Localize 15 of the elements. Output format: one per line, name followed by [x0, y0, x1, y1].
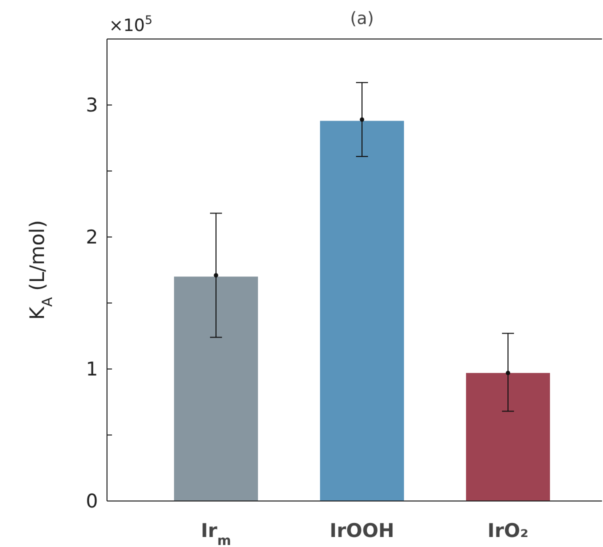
chart-title: (a)	[350, 9, 374, 29]
y-tick-label: 1	[86, 358, 98, 381]
x-tick-label: Ir$_{m}$	[200, 520, 232, 547]
x-tick-label: IrOOH	[330, 520, 394, 542]
point	[214, 273, 218, 278]
bar	[174, 276, 258, 501]
point	[506, 370, 510, 376]
point	[360, 117, 364, 122]
bar	[466, 372, 550, 501]
text: ×10$^{5}$	[109, 13, 152, 36]
x-tick-label: IrO₂	[488, 520, 528, 542]
y-tick-label: 0	[86, 490, 98, 513]
y-tick-label: 2	[86, 226, 98, 249]
bar	[320, 120, 404, 501]
y-tick-label: 3	[86, 94, 98, 117]
